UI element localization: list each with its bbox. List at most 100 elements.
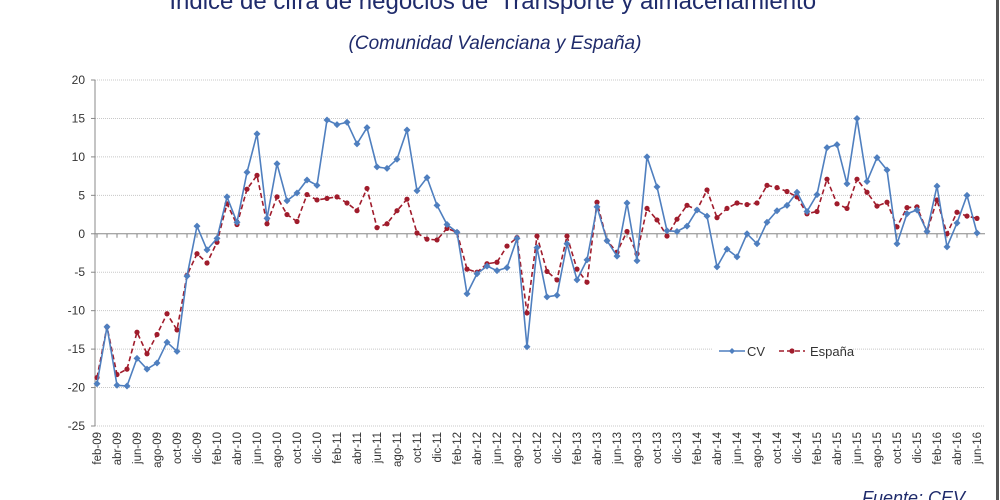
data-point [383, 164, 391, 172]
legend: CV España [712, 340, 855, 362]
data-point [854, 176, 860, 182]
x-tick-label: ago-10 [272, 432, 284, 468]
data-point [893, 240, 901, 248]
data-point [953, 219, 961, 227]
data-point [814, 208, 820, 215]
chart-subtitle: (Comunidad Valenciana y España) [348, 33, 642, 54]
data-point [403, 126, 411, 134]
data-point [413, 187, 421, 195]
data-point [693, 206, 701, 214]
data-point [174, 327, 180, 333]
x-tick-label: oct-12 [532, 432, 544, 464]
data-point [414, 230, 420, 236]
x-tick-label: jun-14 [732, 431, 744, 465]
y-tick-label: -10 [68, 304, 86, 318]
data-point [774, 185, 780, 191]
data-point [724, 205, 730, 212]
data-point [343, 118, 351, 126]
data-point [264, 221, 270, 227]
x-tick-label: feb-16 [932, 432, 944, 465]
data-point [263, 214, 271, 222]
data-point [103, 323, 111, 331]
x-tick-label: ago-09 [152, 432, 164, 468]
data-point [853, 114, 861, 122]
data-point [274, 194, 280, 200]
data-point [784, 188, 790, 195]
x-tick-label: abr-14 [712, 431, 724, 465]
data-point [573, 276, 581, 284]
x-tick-label: dic-13 [672, 432, 684, 463]
x-tick-label: oct-14 [772, 431, 784, 464]
data-point [974, 215, 980, 221]
data-point [644, 205, 650, 212]
x-tick-label: abr-12 [472, 432, 484, 465]
data-point [464, 266, 470, 272]
data-point [374, 225, 380, 231]
data-point [574, 266, 580, 272]
data-point [703, 212, 711, 220]
data-point [593, 203, 601, 211]
data-point [564, 233, 570, 239]
data-point [244, 186, 250, 192]
x-tick-label: jun-10 [252, 432, 264, 465]
data-point [603, 237, 611, 245]
data-point [533, 244, 541, 252]
data-point [843, 180, 851, 188]
x-tick-label: jun-15 [852, 432, 864, 465]
data-point [643, 153, 651, 161]
data-point [913, 206, 921, 214]
data-point [304, 191, 310, 198]
x-tick-label: dic-15 [912, 432, 924, 463]
x-tick-label: jun-16 [972, 432, 984, 465]
data-point [654, 217, 660, 223]
data-point [173, 347, 181, 355]
data-point [134, 329, 140, 335]
y-tick-label: 15 [72, 111, 86, 125]
data-point [624, 228, 630, 235]
data-point [543, 293, 551, 301]
data-point [973, 229, 981, 237]
data-point [404, 196, 410, 202]
data-point [183, 272, 191, 280]
data-point [764, 182, 770, 188]
series-cv [93, 114, 981, 390]
data-point [864, 189, 870, 195]
legend-espana-label: España [810, 344, 855, 359]
data-point [754, 200, 760, 206]
data-point [384, 221, 390, 227]
x-tick-label: feb-14 [692, 431, 704, 464]
x-tick-label: abr-10 [232, 432, 244, 465]
data-point [673, 227, 681, 235]
data-point [513, 234, 521, 242]
x-tick-label: abr-11 [352, 432, 364, 464]
data-point [823, 144, 831, 152]
data-point [923, 227, 931, 235]
data-point [443, 221, 451, 229]
data-point [314, 197, 320, 203]
data-point [354, 208, 360, 214]
data-point [344, 200, 350, 206]
data-point [783, 201, 791, 209]
data-point [594, 199, 600, 205]
data-point [874, 203, 880, 209]
data-point [954, 209, 960, 215]
data-point [733, 253, 741, 261]
x-tick-label: abr-15 [832, 432, 844, 465]
data-point [583, 256, 591, 264]
y-tick-label: -5 [74, 265, 85, 279]
data-point [933, 182, 941, 190]
data-point [963, 191, 971, 199]
x-tick-label: feb-10 [212, 432, 224, 465]
y-tick-label: 0 [78, 227, 85, 241]
data-point [723, 245, 731, 253]
data-point [433, 201, 441, 209]
data-point [584, 279, 590, 285]
data-point [363, 124, 371, 132]
x-tick-label: oct-13 [652, 432, 664, 464]
x-tick-label: oct-11 [412, 432, 424, 463]
data-point [684, 202, 690, 208]
data-point [773, 207, 781, 215]
data-point [163, 338, 171, 346]
data-point [824, 176, 830, 182]
